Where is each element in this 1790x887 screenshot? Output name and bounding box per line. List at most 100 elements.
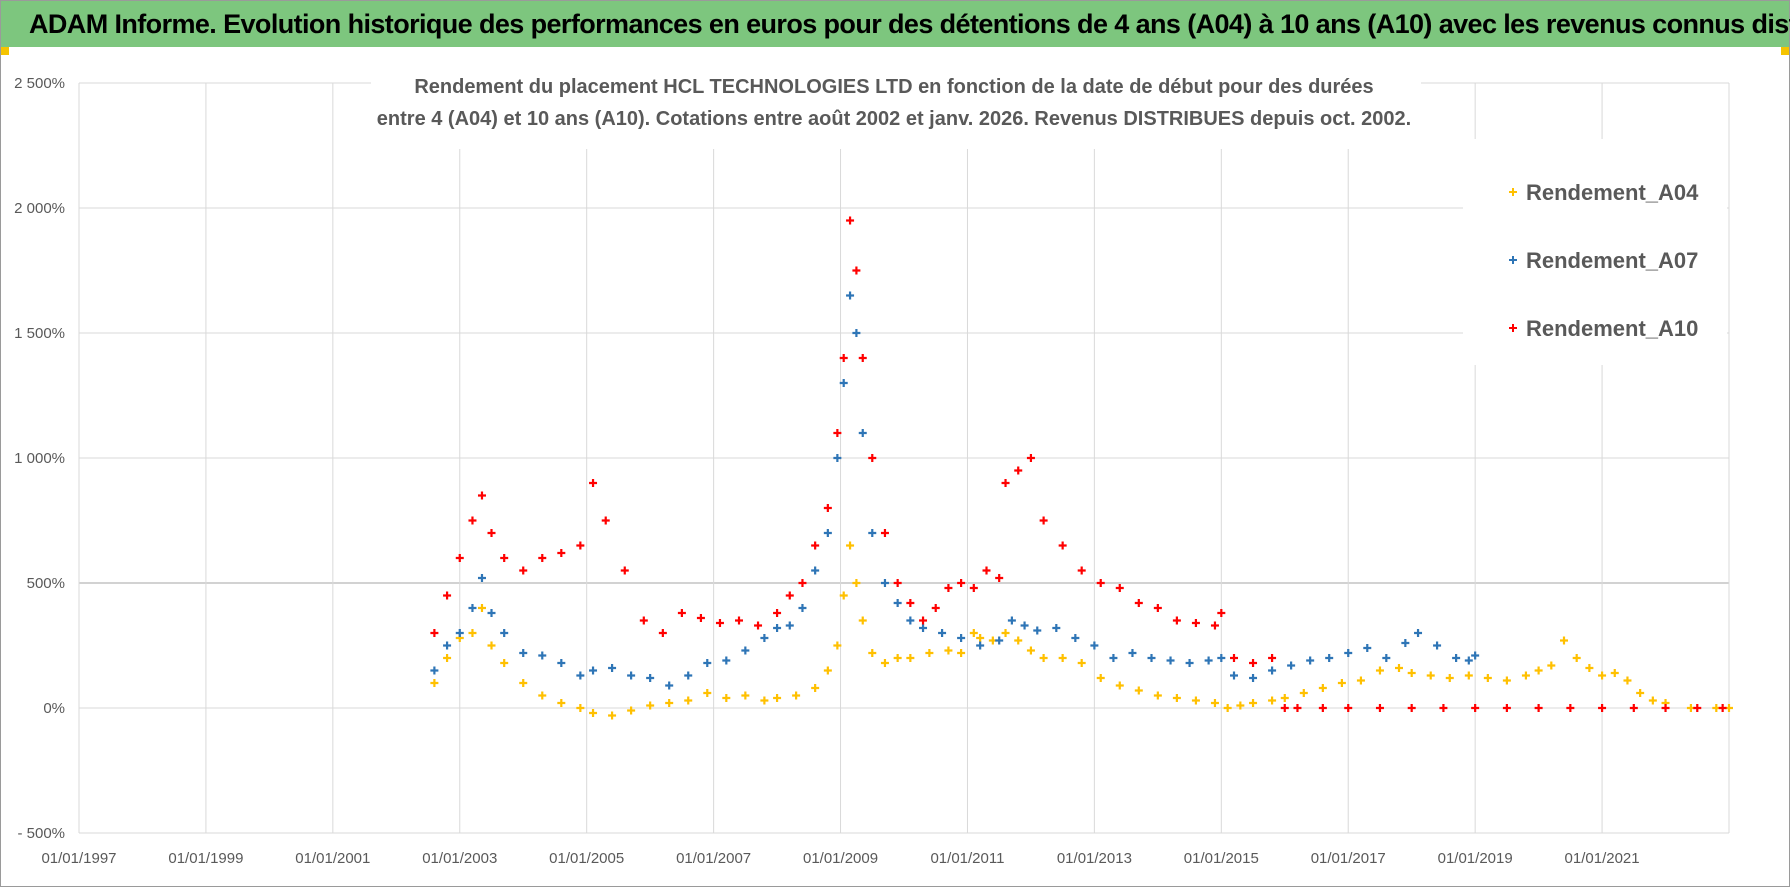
- data-point: [500, 629, 509, 637]
- data-point: [931, 604, 940, 612]
- chart-title-background: [371, 65, 1421, 149]
- data-point: [823, 666, 832, 675]
- data-point: [880, 579, 889, 587]
- data-point: [785, 591, 794, 600]
- data-point: [833, 641, 842, 650]
- data-point: [477, 574, 486, 582]
- data-point: [1426, 671, 1435, 680]
- x-tick-label: 01/01/2005: [549, 850, 624, 867]
- report-banner: ADAM Informe. Evolution historique des p…: [1, 1, 1790, 47]
- data-point: [1249, 674, 1258, 682]
- data-point: [1026, 646, 1035, 655]
- data-point: [430, 679, 439, 687]
- data-point: [1147, 654, 1156, 662]
- data-point: [487, 609, 496, 617]
- data-point: [906, 599, 915, 607]
- x-tick-label: 01/01/2019: [1438, 850, 1513, 867]
- corner-marker-left: [1, 47, 9, 55]
- data-point: [1598, 671, 1607, 680]
- data-point: [1395, 664, 1403, 672]
- data-point: [665, 699, 674, 707]
- data-point: [1001, 479, 1010, 487]
- data-point: [1623, 676, 1632, 685]
- data-point: [1249, 699, 1258, 707]
- data-point: [722, 656, 731, 665]
- data-point: [1375, 704, 1384, 712]
- data-point: [1566, 704, 1575, 712]
- data-point: [1534, 666, 1543, 675]
- data-point: [677, 609, 686, 617]
- data-point: [1280, 694, 1289, 702]
- x-tick-label: 01/01/2011: [930, 850, 1004, 867]
- data-point: [1109, 654, 1118, 662]
- legend-marker: [1509, 256, 1517, 264]
- data-point: [1521, 671, 1530, 680]
- data-point: [1585, 664, 1594, 672]
- data-point: [1636, 689, 1645, 697]
- legend-marker: [1509, 188, 1517, 196]
- data-point: [455, 554, 464, 562]
- data-point: [1026, 454, 1035, 462]
- data-point: [811, 566, 820, 575]
- data-point: [1039, 654, 1048, 662]
- data-point: [1166, 656, 1175, 665]
- data-point: [976, 634, 985, 642]
- data-point: [1217, 609, 1226, 617]
- data-point: [1502, 704, 1511, 712]
- data-point: [957, 579, 966, 587]
- series-Rendement_A10: [430, 216, 1727, 712]
- data-point: [754, 621, 763, 630]
- data-point: [982, 566, 991, 575]
- data-point: [538, 651, 547, 660]
- data-point: [1452, 654, 1461, 662]
- data-point: [1445, 674, 1454, 682]
- data-point: [1077, 659, 1086, 667]
- data-point: [1629, 704, 1638, 712]
- data-point: [833, 429, 842, 437]
- data-point: [627, 671, 636, 680]
- x-tick-label: 01/01/1997: [41, 850, 116, 867]
- data-point: [455, 629, 464, 637]
- data-point: [811, 541, 820, 550]
- data-point: [773, 624, 782, 632]
- data-point: [1337, 679, 1346, 687]
- data-point: [500, 554, 509, 562]
- data-point: [1502, 676, 1511, 685]
- data-point: [868, 454, 877, 462]
- series-Rendement_A04: [430, 541, 1733, 720]
- x-tick-label: 01/01/2017: [1311, 850, 1386, 867]
- data-point: [487, 641, 496, 650]
- x-axis-ticks: 01/01/1997 01/01/1999 01/01/2001 01/01/2003…: [41, 850, 1639, 867]
- data-point: [468, 629, 477, 637]
- data-point: [715, 619, 724, 627]
- data-point: [1318, 684, 1327, 692]
- data-point: [477, 604, 486, 612]
- x-tick-label: 01/01/2007: [676, 850, 751, 867]
- legend-background: [1463, 139, 1727, 365]
- data-point: [741, 646, 750, 655]
- data-point: [1191, 696, 1200, 705]
- data-point: [500, 659, 509, 667]
- data-point: [1230, 671, 1238, 680]
- data-point: [1318, 704, 1327, 712]
- data-point: [1407, 704, 1416, 712]
- data-point: [646, 701, 655, 710]
- data-point: [1052, 624, 1061, 632]
- data-point: [519, 566, 528, 575]
- data-point: [589, 479, 598, 487]
- data-point: [1096, 674, 1105, 682]
- data-point: [823, 529, 832, 537]
- corner-marker-right: [1781, 47, 1789, 55]
- data-point: [846, 541, 855, 550]
- y-tick-label: 500%: [27, 575, 65, 592]
- y-tick-label: 2 000%: [14, 200, 65, 217]
- data-point: [1014, 466, 1023, 475]
- data-point: [646, 674, 655, 682]
- data-point: [620, 566, 629, 575]
- data-point: [1210, 699, 1219, 707]
- data-point: [1077, 566, 1086, 575]
- data-point: [944, 584, 953, 592]
- data-point: [557, 549, 566, 557]
- data-point: [1268, 696, 1277, 705]
